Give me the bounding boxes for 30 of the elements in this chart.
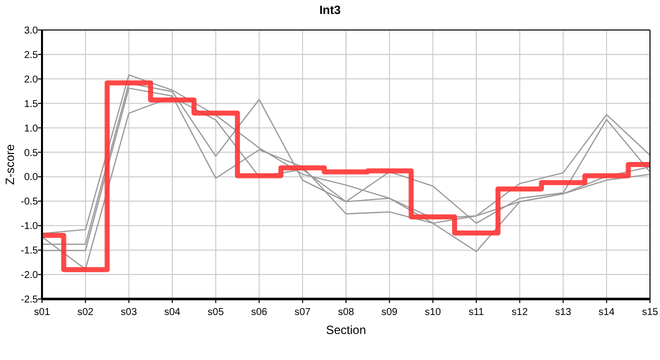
y-tick-label: 0.5	[24, 148, 38, 159]
x-tick-label: s08	[338, 307, 354, 318]
y-tick-label: 0.0	[24, 172, 38, 184]
y-tick-label: 2.5	[24, 50, 38, 61]
y-tick-label: 2.0	[24, 74, 38, 86]
y-tick-label: 1.5	[24, 98, 38, 110]
y-axis-title: Z-score	[3, 144, 17, 185]
x-tick-label: s15	[642, 307, 658, 318]
x-tick-label: s07	[294, 307, 312, 318]
y-tick-label: -2.0	[20, 270, 38, 282]
x-tick-label: s13	[555, 307, 572, 318]
x-tick-label: s11	[468, 307, 484, 318]
y-tick-label: -0.5	[20, 196, 38, 208]
x-tick-label: s06	[251, 307, 268, 318]
x-axis-title: Section	[326, 323, 366, 337]
x-tick-label: s10	[424, 307, 442, 318]
x-tick-label: s01	[34, 307, 50, 318]
x-tick-label: s14	[598, 307, 616, 318]
x-tick-label: s02	[77, 307, 94, 318]
y-tick-label: -1.5	[20, 246, 38, 257]
x-tick-label: s04	[164, 307, 181, 318]
y-tick-label: 3.0	[24, 26, 38, 36]
x-tick-label: s09	[381, 307, 398, 318]
x-tick-label: s12	[512, 307, 528, 318]
y-tick-label: -1.0	[20, 221, 38, 232]
x-tick-label: s03	[120, 307, 138, 318]
y-tick-label: 1.0	[24, 123, 38, 134]
chart-title: Int3	[319, 3, 341, 17]
y-tick-label: -2.5	[20, 294, 38, 306]
x-tick-label: s05	[208, 307, 224, 318]
